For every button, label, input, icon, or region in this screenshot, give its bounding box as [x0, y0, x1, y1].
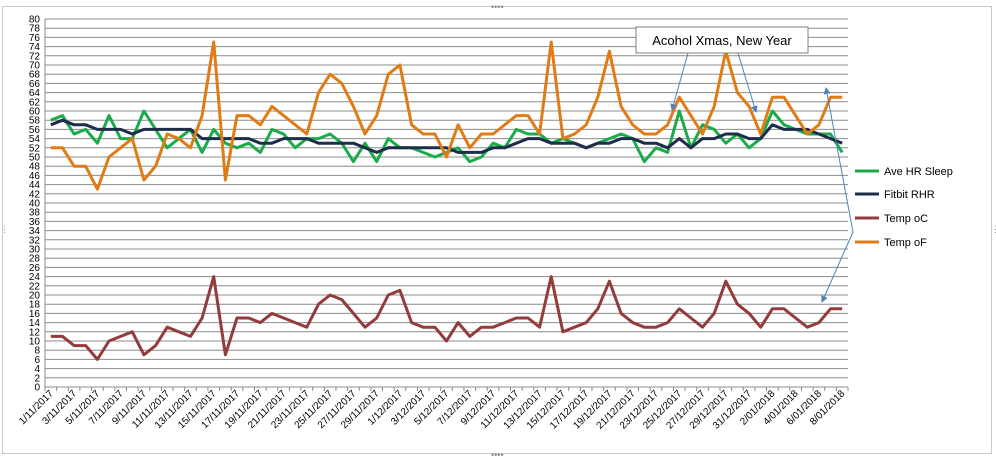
y-tick-label: 36 [29, 217, 41, 228]
series-lines [50, 40, 844, 361]
annotation-arrow-1 [670, 52, 689, 111]
annotation: Acohol Xmas, New Year [635, 26, 854, 303]
legend-label-ave-hr-sleep: Ave HR Sleep [884, 166, 953, 178]
annotation-arrow-4 [823, 87, 854, 233]
y-tick-label: 30 [29, 245, 41, 256]
y-tick-label: 22 [29, 281, 41, 292]
y-tick-label: 28 [29, 254, 41, 265]
legend-label-fitbit-rhr: Fitbit RHR [884, 189, 935, 201]
legend-label-temp-oc: Temp oC [884, 213, 928, 225]
y-tick-label: 42 [29, 189, 41, 200]
y-tick-label: 66 [29, 79, 41, 90]
y-tick-label: 58 [29, 116, 41, 127]
annotation-arrow-2 [737, 52, 758, 113]
y-tick-label: 72 [29, 51, 41, 62]
y-tick-label: 16 [29, 309, 41, 320]
y-tick-label: 4 [34, 364, 40, 375]
y-tick-label: 78 [29, 24, 41, 35]
y-tick-label: 34 [29, 226, 41, 237]
y-axis: 0246810121416182022242628303234363840424… [29, 15, 46, 394]
y-tick-label: 38 [29, 208, 41, 219]
annotation-box [635, 26, 809, 54]
annotation-text: Acohol Xmas, New Year [652, 33, 792, 48]
y-tick-label: 64 [29, 88, 41, 99]
y-tick-label: 10 [29, 337, 41, 348]
y-tick-label: 18 [29, 300, 41, 311]
y-tick-label: 56 [29, 125, 41, 136]
y-tick-label: 52 [29, 143, 41, 154]
y-tick-label: 26 [29, 263, 41, 274]
annotation-arrow-3 [821, 231, 854, 303]
legend-label-temp-of: Temp oF [884, 237, 927, 249]
resize-handle-right[interactable]: ⋮ [991, 224, 996, 234]
series-line-temp-oc [50, 275, 843, 361]
y-tick-label: 68 [29, 70, 41, 81]
y-tick-label: 2 [34, 373, 40, 384]
y-tick-label: 14 [29, 318, 41, 329]
gridlines [45, 18, 848, 379]
series-line-temp-of [50, 40, 843, 191]
y-tick-label: 12 [29, 327, 41, 338]
y-tick-label: 62 [29, 97, 41, 108]
legend: Ave HR Sleep Fitbit RHR Temp oC Temp oF [855, 166, 953, 249]
y-tick-label: 48 [29, 162, 41, 173]
y-tick-label: 24 [29, 272, 41, 283]
y-tick-label: 76 [29, 33, 41, 44]
y-tick-label: 0 [34, 383, 40, 394]
resize-handle-top[interactable]: •••• [491, 2, 504, 12]
y-tick-label: 60 [29, 107, 41, 118]
y-tick-label: 74 [29, 42, 41, 53]
x-axis: 1/11/20173/11/20175/11/20177/11/20179/11… [17, 386, 849, 432]
y-tick-label: 50 [29, 153, 41, 164]
chart-frame[interactable] [2, 6, 992, 454]
y-tick-label: 32 [29, 235, 41, 246]
y-tick-label: 40 [29, 199, 41, 210]
series-line-fitbit-rhr [50, 118, 843, 154]
resize-handle-bottom[interactable]: •••• [491, 450, 504, 460]
y-tick-label: 54 [29, 134, 41, 145]
y-tick-label: 44 [29, 180, 41, 191]
y-tick-label: 80 [29, 15, 41, 26]
series-line-ave-hr-sleep [50, 109, 844, 164]
y-tick-label: 70 [29, 61, 41, 72]
y-tick-label: 46 [29, 171, 41, 182]
y-tick-label: 6 [34, 355, 40, 366]
y-tick-label: 20 [29, 291, 41, 302]
y-tick-label: 8 [34, 346, 40, 357]
